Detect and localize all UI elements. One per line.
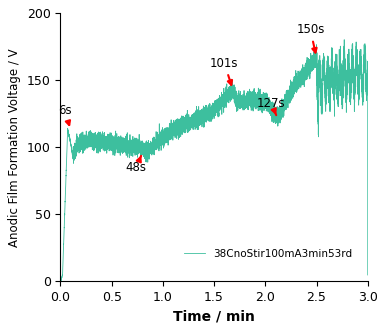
Text: 101s: 101s	[210, 57, 239, 85]
38CnoStir100mA3min53rd	[361, 94, 365, 98]
38CnoStir100mA3min53rd	[141, 142, 145, 146]
Text: 127s: 127s	[257, 97, 286, 115]
Legend: 38CnoStir100mA3min53rd: 38CnoStir100mA3min53rd	[180, 244, 356, 263]
X-axis label: Time / min: Time / min	[173, 310, 255, 324]
38CnoStir100mA3min53rd	[251, 102, 255, 106]
38CnoStir100mA3min53rd	[342, 38, 347, 42]
38CnoStir100mA3min53rd	[58, 279, 63, 283]
Y-axis label: Anodic Film Formation Voltage / V: Anodic Film Formation Voltage / V	[8, 48, 21, 247]
Text: 48s: 48s	[126, 156, 147, 174]
38CnoStir100mA3min53rd	[58, 279, 63, 283]
38CnoStir100mA3min53rd	[76, 139, 80, 143]
Text: 6s: 6s	[58, 104, 71, 125]
38CnoStir100mA3min53rd	[301, 74, 305, 78]
38CnoStir100mA3min53rd	[366, 273, 370, 277]
Text: 150s: 150s	[296, 23, 325, 52]
38CnoStir100mA3min53rd	[246, 94, 251, 98]
Line: 38CnoStir100mA3min53rd: 38CnoStir100mA3min53rd	[61, 40, 368, 281]
